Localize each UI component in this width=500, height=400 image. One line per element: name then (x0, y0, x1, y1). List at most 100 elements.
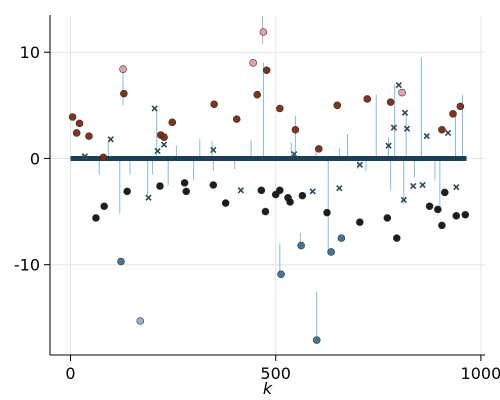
x-tick-label: 1000 (461, 364, 500, 383)
x-marker-stroke (385, 142, 392, 149)
circle-point (119, 65, 127, 73)
x-marker-point (309, 188, 316, 195)
circle-point (75, 119, 84, 128)
circle-point (249, 59, 257, 67)
x-marker-stroke (395, 81, 402, 89)
x-marker-point (237, 187, 244, 194)
circle-point (72, 129, 81, 137)
x-marker-point (145, 194, 152, 201)
circle-point (253, 90, 262, 99)
circle-point (99, 153, 108, 162)
circle-point (232, 115, 241, 123)
x-marker-stroke (160, 141, 168, 148)
circle-point (286, 198, 294, 206)
x-marker-point (419, 181, 426, 189)
x-marker-point (390, 124, 398, 131)
circle-point (456, 102, 465, 111)
circle-point (221, 199, 230, 207)
circle-point (449, 110, 457, 118)
x-marker-stroke (309, 188, 316, 195)
circle-point (168, 118, 177, 127)
x-marker-stroke (453, 183, 460, 191)
tick-labels: 0 500 1000 -10 0 10 (14, 43, 500, 383)
circle-point (452, 212, 461, 220)
circle-point (438, 221, 446, 230)
y-tick-label: 10 (20, 43, 40, 62)
x-marker-stroke (237, 187, 244, 194)
circle-point (276, 186, 284, 195)
x-marker-point (401, 109, 409, 116)
circle-point (297, 241, 305, 250)
circle-point (425, 202, 434, 211)
circle-point (262, 66, 271, 75)
y-tick-label: 0 (30, 149, 40, 168)
circle-point (120, 89, 128, 98)
circle-point (392, 234, 401, 242)
circle-point (438, 125, 446, 134)
x-marker-stroke (107, 136, 114, 143)
circle-point (182, 187, 191, 196)
circle-point (160, 133, 168, 141)
x-marker-stroke (400, 196, 407, 204)
circle-point (136, 317, 145, 325)
x-marker-point (453, 183, 460, 191)
circle-point (210, 100, 218, 109)
circle-point (68, 113, 77, 121)
circle-point (434, 205, 442, 214)
x-marker-stroke (291, 151, 298, 158)
x-marker-stroke (410, 182, 417, 190)
x-marker-point (400, 196, 407, 204)
x-marker-point (395, 81, 402, 89)
circle-point (123, 187, 131, 196)
x-marker-point (423, 132, 430, 140)
axes (49, 15, 485, 356)
x-tick-label: 0 (65, 364, 75, 383)
x-axis-title: k (263, 379, 273, 398)
circle-point (312, 336, 321, 344)
x-marker-stroke (423, 132, 430, 140)
circle-point (276, 104, 284, 113)
x-marker-stroke (390, 124, 398, 131)
circle-point (298, 191, 307, 200)
circle-point (100, 202, 108, 211)
circle-point (363, 95, 372, 103)
x-marker-point (410, 182, 417, 190)
x-marker-point (444, 129, 452, 137)
circle-point (209, 181, 218, 189)
circle-point (259, 28, 268, 36)
x-marker-stroke (419, 181, 426, 189)
circle-point (337, 234, 346, 242)
circle-point (180, 179, 189, 187)
x-marker-stroke (154, 147, 161, 155)
x-marker-stroke (145, 194, 152, 201)
circle-point (440, 188, 449, 197)
x-marker-point (291, 151, 298, 158)
x-marker-stroke (356, 161, 364, 168)
x-marker-point (403, 125, 411, 132)
x-marker-point (385, 142, 392, 149)
x-marker-stroke (444, 129, 452, 137)
x-marker-stroke (403, 125, 411, 132)
circle-point (261, 207, 270, 216)
x-marker-point (336, 185, 343, 192)
grid-lines (50, 15, 485, 355)
circle-point (461, 210, 470, 219)
data-points (68, 28, 470, 344)
circle-point (398, 88, 406, 97)
circle-point (333, 101, 342, 110)
circle-point (323, 208, 331, 217)
x-tick-label: 500 (260, 364, 291, 383)
x-marker-stroke (151, 105, 158, 112)
y-tick-label: -10 (14, 256, 40, 275)
circle-point (356, 218, 364, 226)
circle-point (156, 182, 164, 190)
circle-point (257, 186, 266, 195)
x-marker-stroke (336, 185, 343, 192)
x-marker-stroke (210, 146, 217, 154)
circle-point (92, 214, 100, 222)
circle-point (314, 145, 323, 153)
circle-point (85, 132, 93, 140)
x-marker-point (160, 141, 168, 148)
x-marker-point (356, 161, 364, 168)
